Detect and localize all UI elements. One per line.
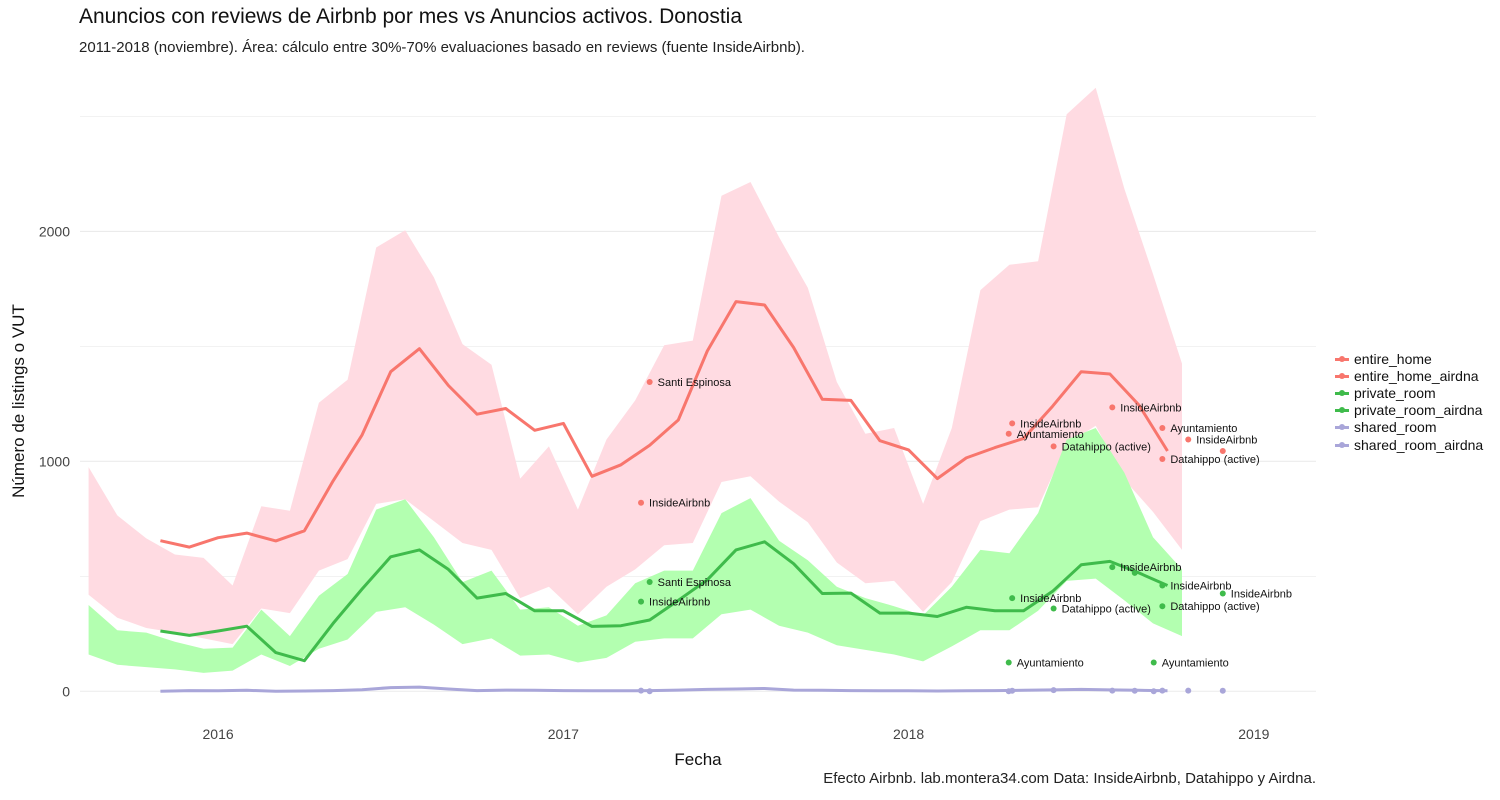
- data-point-shared-21: [638, 687, 645, 694]
- legend-item-private_room: private_room: [1335, 384, 1483, 401]
- x-tick-label-2018: 2018: [893, 726, 924, 742]
- point-label-entire-3: Ayuntamiento: [1017, 429, 1084, 441]
- point-label-private-10: Santi Espinosa: [658, 577, 732, 589]
- legend-item-shared_room: shared_room: [1335, 419, 1483, 436]
- data-point-entire-6: [1159, 425, 1166, 432]
- data-point-shared-24: [1009, 687, 1016, 694]
- y-tick-label-2000: 2000: [39, 223, 70, 239]
- point-label-private-19: InsideAirbnb: [1231, 589, 1292, 601]
- x-tick-label-2016: 2016: [203, 726, 234, 742]
- legend-key-icon: [1335, 421, 1349, 433]
- data-point-private-20: [1131, 569, 1138, 576]
- data-point-shared-26: [1109, 687, 1116, 694]
- legend: entire_home entire_home_airdna private_roo…: [1335, 350, 1483, 453]
- x-tick-label-2019: 2019: [1238, 726, 1269, 742]
- point-label-entire-2: InsideAirbnb: [1020, 418, 1081, 430]
- chart-title: Anuncios con reviews de Airbnb por mes v…: [79, 5, 743, 28]
- legend-key-icon: [1335, 353, 1349, 365]
- data-point-entire-5: [1109, 404, 1116, 411]
- legend-key-icon: [1335, 404, 1349, 416]
- data-point-shared-30: [1185, 687, 1192, 694]
- data-point-entire-1: [638, 499, 645, 506]
- data-point-entire-4: [1050, 443, 1057, 450]
- data-point-entire-9: [1219, 448, 1226, 455]
- data-point-entire-3: [1005, 430, 1012, 437]
- point-label-entire-8: Datahippo (active): [1170, 454, 1259, 466]
- legend-label: shared_room: [1354, 419, 1437, 436]
- legend-key-icon: [1335, 439, 1349, 451]
- data-point-shared-31: [1219, 687, 1226, 694]
- point-label-entire-0: Santi Espinosa: [658, 377, 732, 389]
- point-label-private-18: Ayuntamiento: [1162, 658, 1229, 670]
- data-point-shared-27: [1131, 687, 1138, 694]
- band-entire_home: [88, 87, 1183, 645]
- legend-item-private_room_airdna: private_room_airdna: [1335, 402, 1483, 419]
- legend-label: entire_home_airdna: [1354, 367, 1479, 384]
- series-line-entire_home: [160, 300, 1169, 549]
- point-label-private-12: InsideAirbnb: [1020, 593, 1081, 605]
- point-label-entire-4: Datahippo (active): [1062, 441, 1151, 453]
- data-point-private-13: [1050, 605, 1057, 612]
- legend-label: shared_room_airdna: [1354, 436, 1484, 453]
- data-point-shared-22: [646, 688, 653, 695]
- legend-label: entire_home: [1354, 350, 1432, 367]
- point-label-entire-7: InsideAirbnb: [1196, 435, 1257, 447]
- data-point-private-19: [1219, 590, 1226, 597]
- y-tick-label-1000: 1000: [39, 453, 70, 469]
- series-line-private_room: [160, 540, 1169, 663]
- data-point-private-10: [646, 579, 653, 586]
- data-point-private-16: [1159, 582, 1166, 589]
- data-point-entire-7: [1185, 436, 1192, 443]
- legend-item-entire_home_airdna: entire_home_airdna: [1335, 367, 1483, 384]
- point-label-private-11: InsideAirbnb: [649, 597, 710, 609]
- point-label-private-13: Datahippo (active): [1062, 603, 1151, 615]
- legend-key-icon: [1335, 370, 1349, 382]
- legend-key-icon: [1335, 387, 1349, 399]
- data-point-private-18: [1150, 659, 1157, 666]
- chart-subtitle: 2011-2018 (noviembre). Área: cálculo ent…: [79, 39, 805, 56]
- data-point-shared-29: [1159, 687, 1166, 694]
- point-label-entire-6: Ayuntamiento: [1170, 423, 1237, 435]
- data-point-shared-28: [1150, 688, 1157, 695]
- data-point-private-15: [1109, 564, 1116, 571]
- data-point-entire-0: [646, 379, 653, 386]
- y-axis-title: Número de listings o VUT: [9, 304, 28, 498]
- x-tick-label-2017: 2017: [548, 726, 579, 742]
- legend-label: private_room_airdna: [1354, 402, 1483, 419]
- legend-label: private_room: [1354, 384, 1436, 401]
- data-point-entire-8: [1159, 456, 1166, 463]
- point-label-entire-1: InsideAirbnb: [649, 498, 710, 510]
- legend-item-entire_home: entire_home: [1335, 350, 1483, 367]
- data-point-entire-2: [1009, 420, 1016, 427]
- point-label-private-15: InsideAirbnb: [1120, 562, 1181, 574]
- data-point-private-14: [1005, 659, 1012, 666]
- y-tick-label-0: 0: [62, 683, 70, 699]
- chart-caption: Efecto Airbnb. lab.montera34.com Data: I…: [823, 770, 1316, 787]
- point-label-private-16: InsideAirbnb: [1170, 581, 1231, 593]
- point-label-private-17: Datahippo (active): [1170, 601, 1259, 613]
- legend-item-shared_room_airdna: shared_room_airdna: [1335, 436, 1483, 453]
- series-line-shared_room: [160, 685, 1168, 693]
- x-axis-title: Fecha: [674, 750, 722, 769]
- data-point-private-12: [1009, 595, 1016, 602]
- data-point-shared-25: [1050, 687, 1057, 694]
- point-label-entire-5: InsideAirbnb: [1120, 402, 1181, 414]
- data-point-private-17: [1159, 603, 1166, 610]
- data-point-private-11: [638, 598, 645, 605]
- point-label-private-14: Ayuntamiento: [1017, 658, 1084, 670]
